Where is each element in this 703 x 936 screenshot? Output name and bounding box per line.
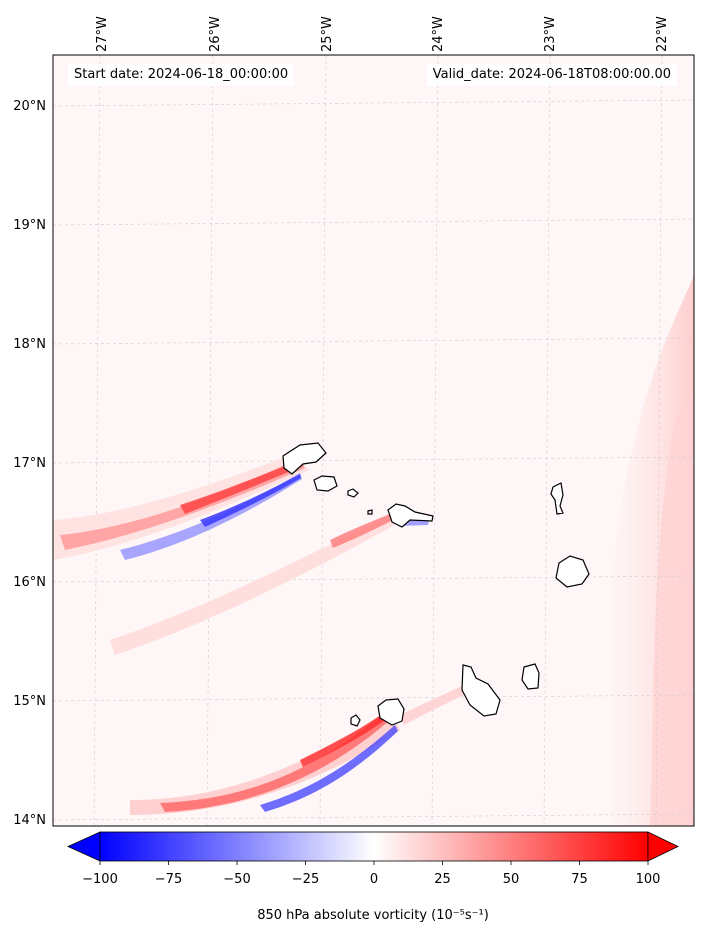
lat-label-19n: 19°N — [13, 218, 46, 233]
island-fogo — [377, 698, 405, 726]
wake-band-north-blue — [120, 473, 302, 560]
wake-band-north-blue-core — [200, 474, 301, 527]
wake-band-south-blue — [260, 725, 398, 812]
island-maio — [521, 663, 540, 690]
colorbar-tick-label: 0 — [370, 872, 378, 887]
wake-band-north-red-core — [180, 460, 303, 514]
island-santiago — [461, 664, 501, 717]
wake-band-north-red — [60, 458, 305, 550]
lon-label-26w: 26°W — [208, 16, 223, 52]
colorbar-label: 850 hPa absolute vorticity (10⁻⁵s⁻¹) — [257, 908, 489, 923]
island-branco — [367, 509, 373, 515]
lon-label-27w: 27°W — [95, 16, 110, 52]
longitude-labels: 27°W 26°W 25°W 24°W 23°W 22°W — [95, 16, 670, 52]
colorbar-tick-marks — [99, 861, 649, 865]
island-sal — [550, 482, 564, 515]
lon-label-24w: 24°W — [431, 16, 446, 52]
colorbar-extend-max — [647, 831, 679, 862]
lon-label-22w: 22°W — [655, 16, 670, 52]
colorbar-tick-label: 75 — [571, 872, 588, 887]
island-brava — [350, 714, 361, 727]
latitude-labels: 20°N 19°N 18°N 17°N 16°N 15°N 14°N — [13, 99, 46, 828]
lat-label-16n: 16°N — [13, 575, 46, 590]
lon-label-23w: 23°W — [543, 16, 558, 52]
colorbar-tick-label: −75 — [155, 872, 182, 887]
map-background — [53, 55, 694, 826]
wake-band-south-red-core — [300, 712, 388, 767]
colorbar-bar — [99, 831, 649, 862]
lat-label-18n: 18°N — [13, 337, 46, 352]
lat-label-15n: 15°N — [13, 694, 46, 709]
lat-label-17n: 17°N — [13, 456, 46, 471]
vorticity-field-east-core — [650, 389, 694, 826]
lon-label-25w: 25°W — [320, 16, 335, 52]
colorbar-tick-label: −25 — [292, 872, 319, 887]
island-boa-vista — [555, 555, 590, 588]
coastlines — [282, 442, 590, 727]
lat-label-14n: 14°N — [13, 813, 46, 828]
lat-label-20n: 20°N — [13, 99, 46, 114]
island-santo-antao — [282, 442, 327, 475]
colorbar-tick-label: −50 — [223, 872, 250, 887]
wake-band-central-red — [330, 512, 397, 548]
colorbar-tick-label: 25 — [434, 872, 451, 887]
gridlines — [53, 55, 694, 826]
valid-date-label: Valid_date: 2024-06-18T08:00:00.00 — [426, 64, 677, 86]
colorbar-tick-label: 100 — [636, 872, 661, 887]
start-date-label: Start date: 2024-06-18_00:00:00 — [68, 64, 295, 86]
colorbar-tick-label: −100 — [82, 872, 118, 887]
wake-band-south-red — [160, 712, 390, 812]
wake-band-south-faint — [400, 682, 474, 725]
wake-band-south — [130, 710, 400, 815]
colorbar-tick-label: 50 — [503, 872, 520, 887]
map-panel — [53, 55, 694, 826]
wake-band-central — [110, 512, 400, 655]
island-sao-nicolau — [387, 503, 434, 528]
colorbar-extend-min — [67, 831, 101, 862]
colorbar: −100 −75 −50 −25 0 25 50 75 100 850 hPa … — [67, 831, 679, 923]
island-santa-luzia — [347, 488, 359, 498]
map-frame — [52, 54, 695, 827]
island-sao-vicente — [313, 475, 338, 492]
